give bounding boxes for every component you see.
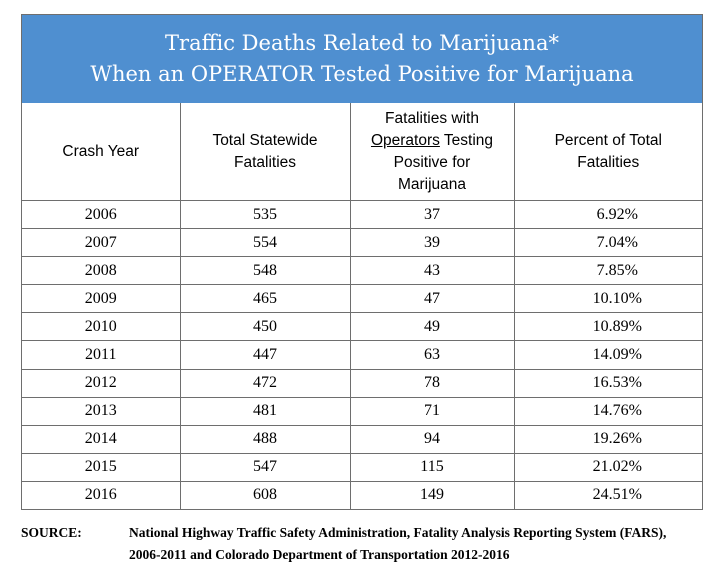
cell-crash-year: 2010 — [22, 312, 181, 342]
table-row: 2009 465 47 10.10% — [22, 284, 703, 314]
source-line-1: National Highway Traffic Safety Administ… — [129, 525, 667, 540]
cell-percent-total: 7.85% — [514, 256, 703, 286]
table-title: Traffic Deaths Related to Marijuana* Whe… — [22, 15, 703, 103]
cell-marijuana-fatalities: 43 — [350, 256, 515, 286]
cell-percent-total: 19.26% — [514, 425, 703, 454]
cell-marijuana-fatalities: 49 — [350, 312, 515, 342]
cell-crash-year: 2014 — [22, 425, 181, 454]
cell-total-fatalities: 450 — [180, 312, 351, 342]
cell-percent-total: 21.02% — [514, 453, 703, 482]
cell-marijuana-fatalities: 39 — [350, 228, 515, 258]
table-row: 2007 554 39 7.04% — [22, 228, 703, 258]
cell-total-fatalities: 608 — [180, 481, 351, 510]
cell-percent-total: 10.10% — [514, 284, 703, 314]
cell-percent-total: 14.09% — [514, 340, 703, 370]
header-marijuana-fatalities: Fatalities with Operators Testing Positi… — [350, 103, 515, 201]
cell-marijuana-fatalities: 47 — [350, 284, 515, 314]
cell-crash-year: 2016 — [22, 481, 181, 510]
cell-percent-total: 10.89% — [514, 312, 703, 342]
cell-marijuana-fatalities: 63 — [350, 340, 515, 370]
cell-crash-year: 2008 — [22, 256, 181, 286]
table-row: 2012 472 78 16.53% — [22, 369, 703, 398]
cell-total-fatalities: 547 — [180, 453, 351, 482]
cell-marijuana-fatalities: 94 — [350, 425, 515, 454]
title-line-2: When an OPERATOR Tested Positive for Mar… — [90, 62, 634, 86]
cell-crash-year: 2015 — [22, 453, 181, 482]
table-title-row: Traffic Deaths Related to Marijuana* Whe… — [22, 15, 703, 103]
header-crash-year-label: Crash Year — [62, 142, 140, 160]
table-row: 2014 488 94 19.26% — [22, 425, 703, 454]
cell-marijuana-fatalities: 149 — [350, 481, 515, 510]
cell-marijuana-fatalities: 71 — [350, 397, 515, 426]
cell-marijuana-fatalities: 78 — [350, 369, 515, 398]
table-body: 2006 535 37 6.92% 2007 554 39 7.04% 2008 548 43 7.8… — [22, 200, 703, 510]
cell-crash-year: 2006 — [22, 200, 181, 230]
header-mj-line-2-rest: Testing — [439, 131, 494, 149]
source-line-2: 2006-2011 and Colorado Department of Tra… — [129, 547, 510, 562]
header-pct-line-2: Fatalities — [577, 153, 640, 171]
header-total-fatalities: Total Statewide Fatalities — [180, 103, 351, 201]
cell-total-fatalities: 447 — [180, 340, 351, 370]
cell-marijuana-fatalities: 37 — [350, 200, 515, 230]
cell-total-fatalities: 535 — [180, 200, 351, 230]
header-total-line-1: Total Statewide — [212, 131, 318, 149]
table-row: 2015 547 115 21.02% — [22, 453, 703, 482]
title-line-1: Traffic Deaths Related to Marijuana* — [165, 31, 559, 55]
cell-crash-year: 2012 — [22, 369, 181, 398]
cell-percent-total: 24.51% — [592, 486, 642, 504]
cell-crash-year: 2011 — [22, 340, 181, 370]
table-row: 2010 450 49 10.89% — [22, 312, 703, 342]
header-total-line-2: Fatalities — [233, 153, 297, 171]
cell-crash-year: 2009 — [22, 284, 181, 314]
cell-crash-year: 2007 — [22, 228, 181, 258]
cell-total-fatalities: 465 — [180, 284, 351, 314]
cell-crash-year: 2013 — [22, 397, 181, 426]
table-row: 2008 548 43 7.85% — [22, 256, 703, 286]
header-pct-line-1: Percent of Total — [554, 131, 662, 149]
header-crash-year: Crash Year — [22, 103, 181, 201]
cell-marijuana-fatalities: 115 — [350, 453, 515, 482]
fatalities-table-container: Traffic Deaths Related to Marijuana* Whe… — [21, 14, 703, 511]
cell-percent-total: 16.53% — [514, 369, 703, 398]
header-mj-line-1: Fatalities with — [385, 109, 479, 127]
cell-percent-total: 7.04% — [514, 228, 703, 258]
table-row: 2011 447 63 14.09% — [22, 340, 703, 370]
source-text: National Highway Traffic Safety Administ… — [129, 522, 709, 566]
cell-total-fatalities: 481 — [180, 397, 351, 426]
cell-total-fatalities: 472 — [180, 369, 351, 398]
fatalities-table: Traffic Deaths Related to Marijuana* Whe… — [22, 15, 703, 510]
header-percent-total: Percent of Total Fatalities — [514, 103, 703, 201]
table-row: 2006 535 37 6.92% — [22, 200, 703, 230]
header-mj-line-3: Positive for Marijuana — [393, 153, 471, 193]
cell-total-fatalities: 548 — [180, 256, 351, 286]
table-row: 2013 481 71 14.76% — [22, 397, 703, 426]
cell-percent-total: 6.92% — [514, 200, 703, 230]
column-header-row: Crash Year Total Statewide Fatalities Fa… — [22, 103, 703, 201]
cell-percent-total: 14.76% — [514, 397, 703, 426]
source-label: SOURCE: — [21, 525, 82, 540]
cell-total-fatalities: 488 — [180, 425, 351, 454]
cell-total-fatalities: 554 — [180, 228, 351, 258]
header-mj-operators-underlined: Operators — [370, 131, 440, 149]
table-row: 2016 608 149 24.51% — [22, 481, 702, 510]
